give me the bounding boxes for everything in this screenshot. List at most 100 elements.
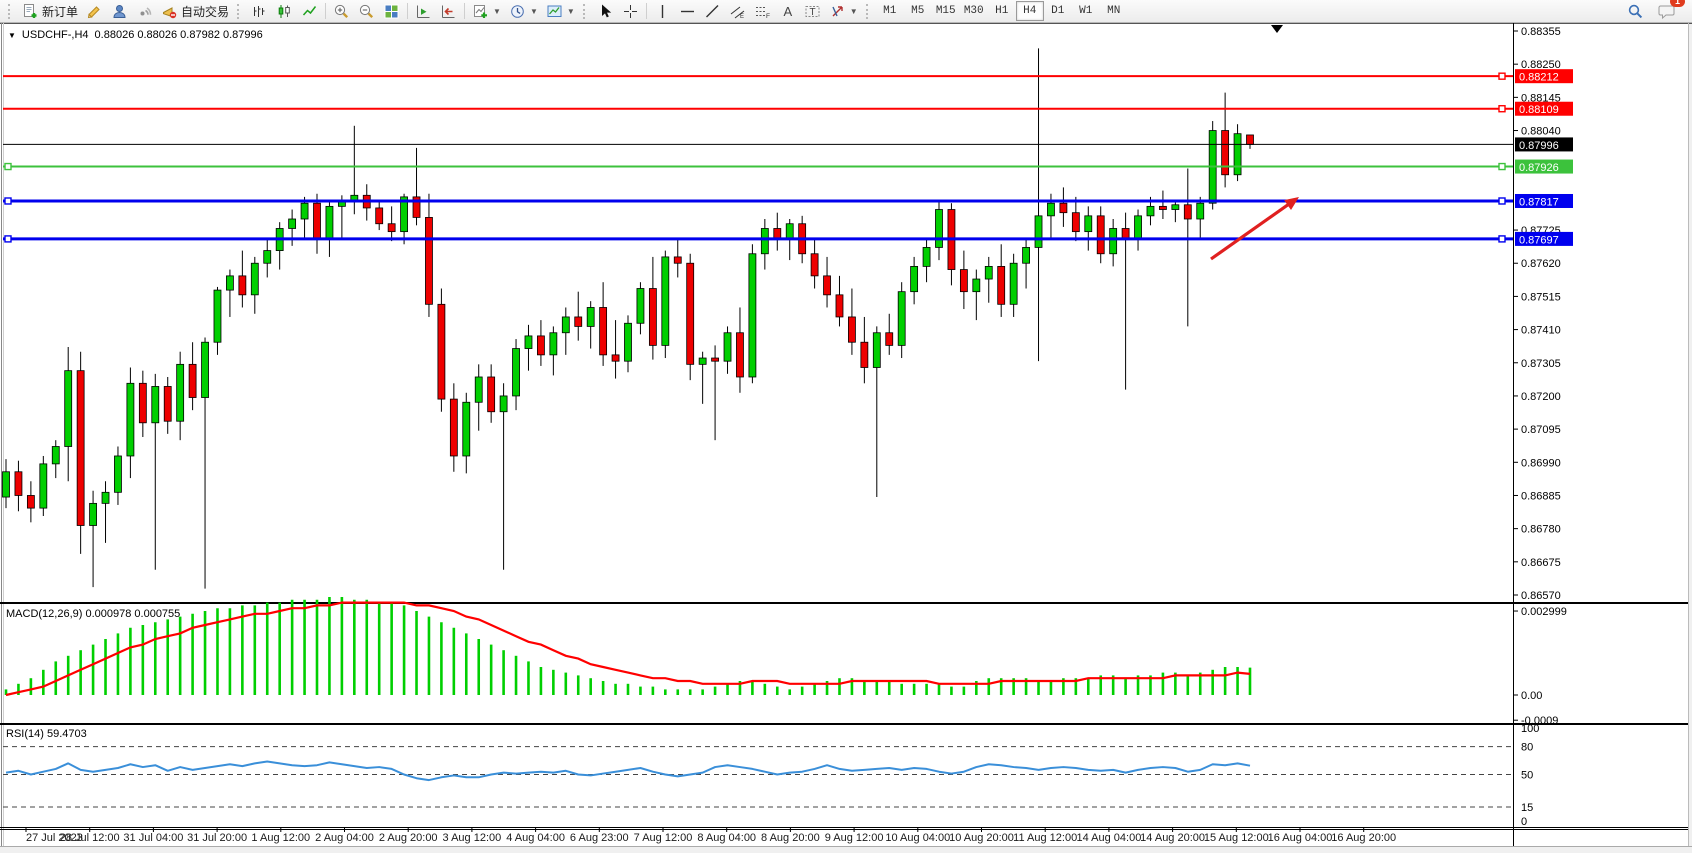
notification-count-badge: 1 (1670, 0, 1685, 7)
auto-trading-label: 自动交易 (181, 4, 230, 19)
timeframe-button-MN[interactable]: MN (1107, 5, 1121, 17)
text-label-tool-button[interactable]: T (800, 0, 825, 22)
notifications-button[interactable]: 1 (1654, 0, 1685, 22)
line-handle[interactable] (4, 197, 12, 205)
tile-windows-button[interactable] (379, 0, 404, 22)
rsi-axis-label: 0 (1521, 816, 1527, 828)
chart-shift-button[interactable] (436, 0, 461, 22)
chart-canvas[interactable]: 0.883550.882500.881450.880400.877250.876… (0, 23, 1692, 853)
zoom-in-icon (333, 3, 350, 20)
crosshair-tool-button[interactable] (618, 0, 643, 22)
candle-body (1009, 262, 1018, 305)
candle-body (723, 332, 732, 362)
time-axis-label: 1 Aug 12:00 (251, 832, 310, 844)
cursor-tool-button[interactable] (593, 0, 618, 22)
candle-body (760, 228, 769, 255)
candle-body (549, 332, 558, 356)
line-handle[interactable] (1498, 235, 1506, 243)
candle-body (499, 395, 508, 413)
new-order-button[interactable]: 新订单 (18, 0, 82, 22)
templates-button[interactable]: ▼ (542, 0, 579, 22)
candle-body (897, 291, 906, 346)
time-axis-label: 10 Aug 20:00 (949, 832, 1014, 844)
text-icon: A (779, 3, 796, 20)
toolbar-grip[interactable] (582, 3, 589, 19)
timeframe-button-M5[interactable]: M5 (911, 5, 925, 17)
ohlc-values: 0.88026 0.88026 0.87982 0.87996 (94, 29, 263, 41)
shift-marker-icon[interactable] (1271, 25, 1283, 33)
line-handle[interactable] (4, 162, 12, 171)
svg-text:T: T (809, 7, 815, 18)
time-axis-label: 4 Aug 04:00 (506, 832, 565, 844)
search-button[interactable] (1623, 0, 1648, 22)
svg-text:E: E (740, 14, 744, 20)
line-handle[interactable] (4, 235, 12, 243)
time-axis-label: 16 Aug 04:00 (1268, 832, 1333, 844)
candle-body (1171, 204, 1180, 210)
timeframe-button-M15[interactable]: M15 (935, 5, 956, 17)
line-handle[interactable] (1498, 105, 1506, 113)
candle-body (537, 335, 545, 356)
candlestick-chart-button[interactable] (272, 0, 297, 22)
bar-chart-button[interactable] (247, 0, 272, 22)
auto-scroll-button[interactable] (411, 0, 436, 22)
chevron-down-icon: ▼ (529, 6, 538, 16)
candle-body (263, 250, 272, 264)
price-badge (1515, 137, 1573, 152)
candle-body (748, 253, 757, 378)
timeframe-button-H1[interactable]: H1 (995, 5, 1009, 17)
tile-windows-icon (383, 3, 400, 20)
candle-body (1096, 215, 1105, 255)
indicators-button[interactable]: ▼ (468, 0, 505, 22)
vertical-line-tool-button[interactable] (650, 0, 675, 22)
line-handle[interactable] (1498, 72, 1506, 80)
channel-tool-button[interactable]: E (725, 0, 750, 22)
auto-scroll-icon (415, 3, 432, 20)
time-axis-label: 7 Aug 12:00 (634, 832, 693, 844)
toolbar-grip[interactable] (8, 3, 14, 19)
candle-body (599, 307, 608, 356)
svg-text:A: A (783, 4, 792, 19)
signals-button[interactable] (132, 0, 157, 22)
symbol-dropdown-icon[interactable]: ▼ (8, 30, 16, 40)
chart-shift-icon (440, 3, 457, 20)
price-badge (1515, 159, 1573, 174)
timeframe-button-H4[interactable]: H4 (1015, 1, 1044, 21)
time-axis-label: 14 Aug 04:00 (1076, 832, 1141, 844)
macd-axis-label: 0.002999 (1521, 606, 1567, 618)
candle-body (574, 316, 583, 327)
arrows-tool-button[interactable]: ▼ (825, 0, 862, 22)
line-chart-button[interactable] (297, 0, 322, 22)
toolbar-grip[interactable] (865, 3, 872, 19)
rsi-axis-label: 100 (1521, 723, 1539, 735)
price-badge (1515, 69, 1573, 84)
timeframe-button-M1[interactable]: M1 (883, 5, 897, 17)
timeframe-button-M30[interactable]: M30 (963, 5, 984, 17)
annotation-arrowhead[interactable] (1284, 197, 1299, 210)
auto-trading-button[interactable]: 自动交易 (157, 0, 233, 22)
line-handle[interactable] (1498, 162, 1506, 171)
price-tick-label: 0.87305 (1521, 358, 1561, 370)
horizontal-line-tool-button[interactable] (675, 0, 700, 22)
candle-body (89, 502, 97, 526)
candle-body (636, 288, 645, 324)
line-handle[interactable] (1498, 197, 1506, 205)
annotation-arrow[interactable] (1210, 200, 1294, 261)
bottom-margin (0, 847, 1692, 853)
styler-button[interactable] (82, 0, 107, 22)
text-tool-button[interactable]: A (775, 0, 800, 22)
candle-body (524, 335, 533, 349)
periods-button[interactable]: ▼ (505, 0, 542, 22)
zoom-in-button[interactable] (329, 0, 354, 22)
candle-body (425, 217, 433, 305)
toolbar-grip[interactable] (237, 3, 243, 19)
price-tick-label: 0.88250 (1521, 59, 1561, 71)
zoom-out-button[interactable] (354, 0, 379, 22)
timeframe-button-D1[interactable]: D1 (1051, 5, 1065, 17)
trendline-tool-button[interactable] (700, 0, 725, 22)
candle-body (474, 376, 483, 403)
macd-signal-line (5, 601, 1251, 697)
fibonacci-tool-button[interactable]: F (750, 0, 775, 22)
timeframe-button-W1[interactable]: W1 (1079, 5, 1093, 17)
market-watch-button[interactable] (107, 0, 132, 22)
